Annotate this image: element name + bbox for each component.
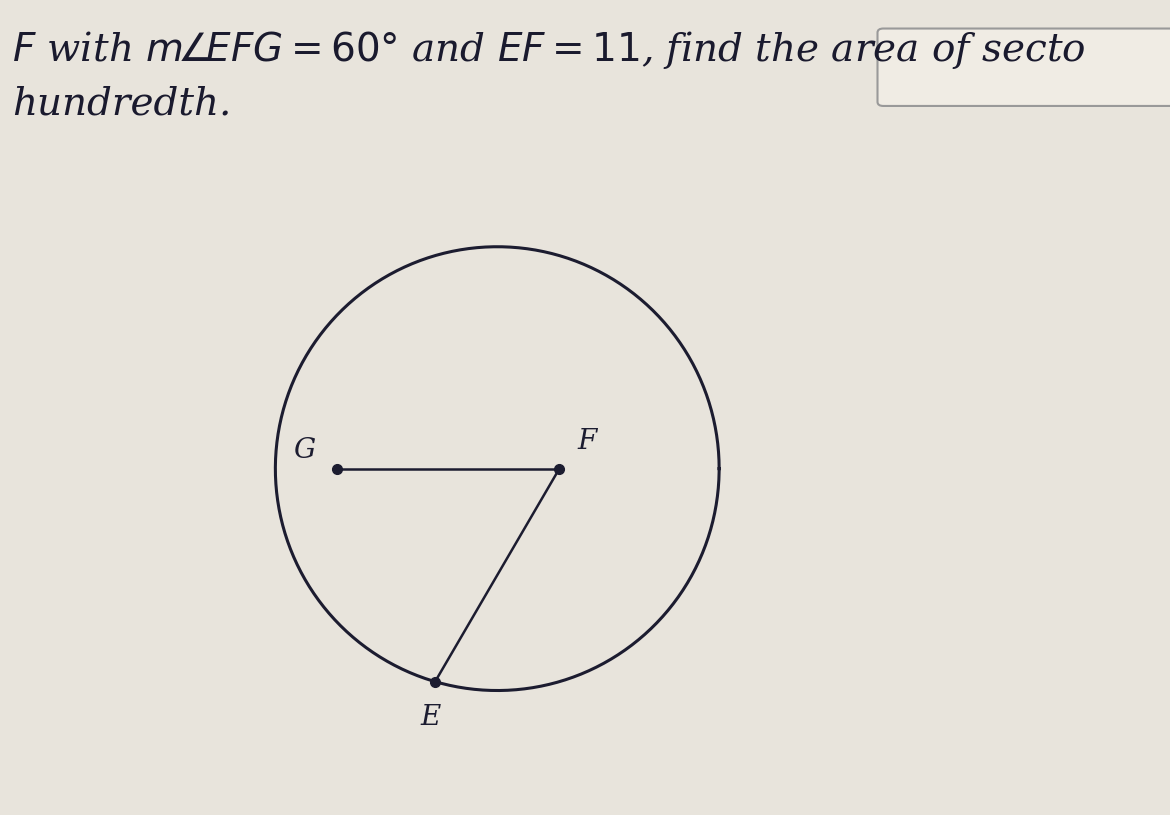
Text: F: F [577,429,597,456]
Text: G: G [294,437,315,465]
Text: $F$ with $m\!\angle\!EFG = 60°$ and $EF = 11$, find the area of secto: $F$ with $m\!\angle\!EFG = 60°$ and $EF … [12,29,1086,71]
Text: E: E [420,704,441,731]
Text: hundredth.: hundredth. [12,86,230,122]
